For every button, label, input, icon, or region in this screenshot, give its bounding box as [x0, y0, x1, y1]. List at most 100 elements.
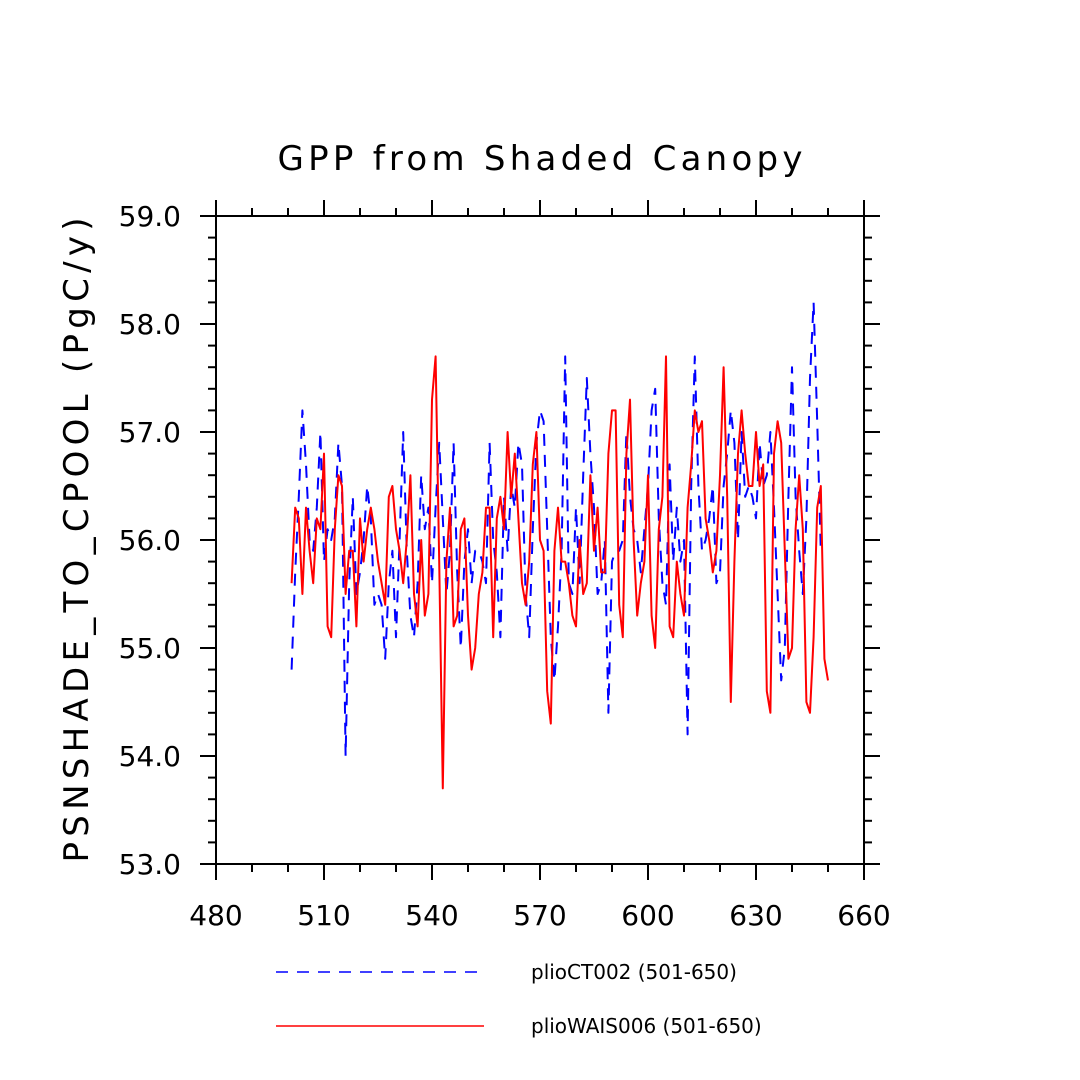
data-point [525, 604, 527, 606]
data-point [312, 582, 314, 584]
data-point [417, 582, 419, 584]
data-point [348, 550, 350, 552]
data-point [726, 496, 728, 498]
data-point [384, 604, 386, 606]
y-tick-label: 54.0 [119, 740, 181, 773]
data-point [564, 561, 566, 563]
data-point [759, 485, 761, 487]
data-point [464, 518, 466, 520]
axis-tick-labels: 480 510 540 570 600 630 660 53.0 54.0 55.0 56.0 57.… [119, 200, 891, 932]
data-point [651, 615, 653, 617]
data-point [694, 356, 696, 358]
data-point [485, 507, 487, 509]
x-tick-label: 660 [837, 899, 890, 932]
data-point [521, 582, 523, 584]
data-point [568, 582, 570, 584]
data-point [586, 377, 588, 379]
data-point [708, 539, 710, 541]
data-point [604, 572, 606, 574]
data-point [507, 431, 509, 433]
data-point [424, 528, 426, 530]
data-point [690, 485, 692, 487]
data-point [827, 680, 829, 682]
data-point [629, 496, 631, 498]
data-point [471, 669, 473, 671]
data-point [730, 410, 732, 412]
data-point [309, 550, 311, 552]
data-point [723, 485, 725, 487]
data-point [532, 464, 534, 466]
data-point [777, 593, 779, 595]
data-point [615, 550, 617, 552]
data-point [795, 528, 797, 530]
data-point [716, 582, 718, 584]
data-point [608, 712, 610, 714]
data-point [370, 518, 372, 520]
data-point [503, 528, 505, 530]
data-point [485, 582, 487, 584]
x-tick-label: 540 [405, 899, 458, 932]
data-point [788, 658, 790, 660]
data-point [611, 410, 613, 412]
data-point [460, 528, 462, 530]
data-point [701, 550, 703, 552]
data-point [291, 669, 293, 671]
data-point [392, 485, 394, 487]
data-point [791, 366, 793, 368]
x-tick-label: 600 [621, 899, 674, 932]
data-point [392, 550, 394, 552]
data-point [813, 302, 815, 304]
data-point [478, 593, 480, 595]
y-tick-label: 53.0 [119, 848, 181, 881]
data-point [377, 561, 379, 563]
data-point [698, 431, 700, 433]
data-point [654, 388, 656, 390]
data-point [550, 723, 552, 725]
data-point [770, 712, 772, 714]
data-point [741, 431, 743, 433]
series-line [290, 355, 829, 790]
data-point [719, 474, 721, 476]
data-point [363, 539, 365, 541]
data-point [438, 442, 440, 444]
data-point [420, 474, 422, 476]
data-point [806, 518, 808, 520]
data-point [428, 507, 430, 509]
x-tick-label: 630 [729, 899, 782, 932]
data-point [744, 496, 746, 498]
data-point [489, 507, 491, 509]
data-point [676, 561, 678, 563]
data-point [312, 550, 314, 552]
data-point [561, 561, 563, 563]
data-point [590, 474, 592, 476]
data-point [345, 593, 347, 595]
y-tick-label: 59.0 [119, 200, 181, 233]
data-point [654, 647, 656, 649]
data-point [471, 582, 473, 584]
data-point [572, 615, 574, 617]
chart-title: GPP from Shaded Canopy [278, 139, 803, 179]
data-point [496, 572, 498, 574]
data-point [348, 582, 350, 584]
data-point [636, 615, 638, 617]
data-point [672, 561, 674, 563]
data-point [680, 593, 682, 595]
data-point [626, 453, 628, 455]
data-point [824, 658, 826, 660]
data-point [586, 582, 588, 584]
data-point [683, 539, 685, 541]
data-point [402, 431, 404, 433]
data-point [813, 636, 815, 638]
data-point [474, 550, 476, 552]
data-point [359, 572, 361, 574]
data-point [294, 507, 296, 509]
data-point [514, 453, 516, 455]
data-point [755, 431, 757, 433]
data-point [402, 582, 404, 584]
data-point [374, 528, 376, 530]
data-point [705, 539, 707, 541]
data-point [669, 626, 671, 628]
data-point [662, 496, 664, 498]
data-point [388, 582, 390, 584]
data-point [406, 539, 408, 541]
